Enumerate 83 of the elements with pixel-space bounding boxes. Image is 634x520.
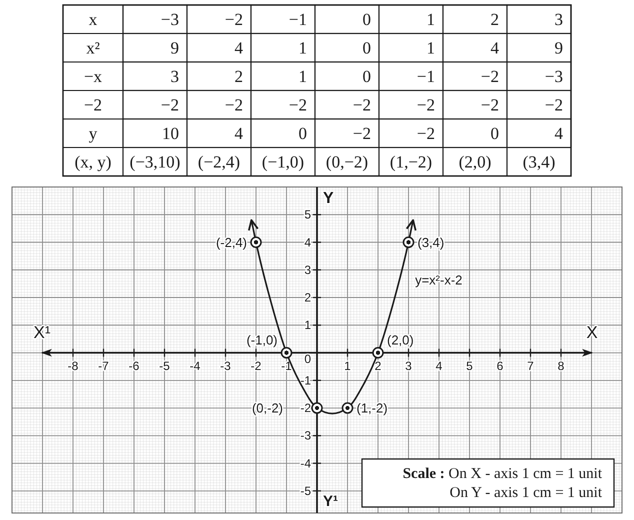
data-label: −1 bbox=[416, 66, 435, 86]
data-label: 4 bbox=[490, 38, 500, 58]
data-label: 3 bbox=[170, 66, 179, 86]
annotation: X¹ bbox=[34, 322, 51, 342]
annotation: (2,0) bbox=[387, 332, 414, 348]
data-label: −2 bbox=[160, 95, 179, 114]
annotation: (-1,0) bbox=[246, 332, 278, 348]
x-tick-label: (3,4) bbox=[522, 152, 556, 172]
data-label: −2 bbox=[224, 95, 243, 114]
data-label: 4 bbox=[234, 38, 244, 58]
data-label: 2 bbox=[490, 10, 499, 29]
x-tick-label: (2,0) bbox=[458, 152, 492, 172]
x-tick-label: (−3,10) bbox=[130, 152, 180, 172]
y-tick-label: -4 bbox=[300, 456, 312, 470]
x-tick-label: 8 bbox=[558, 358, 565, 373]
x-tick-label: -4 bbox=[190, 358, 201, 373]
y-tick-label: −x bbox=[84, 66, 103, 86]
data-label: −2 bbox=[352, 124, 371, 143]
data-label: −2 bbox=[544, 95, 563, 114]
data-label: 10 bbox=[162, 124, 179, 143]
data-label: −2 bbox=[416, 124, 435, 143]
x-tick-label: -8 bbox=[68, 358, 79, 373]
data-label: 1 bbox=[426, 10, 435, 29]
y-axis-title: Y bbox=[323, 190, 334, 207]
x-tick-label: (0,−2) bbox=[326, 152, 368, 172]
x-tick-label: 2 bbox=[374, 358, 382, 373]
x-tick-label: (−1,0) bbox=[262, 152, 304, 172]
annotation: (0,-2) bbox=[252, 400, 283, 416]
y-tick-label: -3 bbox=[300, 428, 312, 443]
data-label: −3 bbox=[544, 66, 563, 86]
series-label: y=x²-x-2 bbox=[415, 272, 462, 288]
y-tick-label: -5 bbox=[300, 484, 312, 498]
data-label: −3 bbox=[160, 10, 179, 29]
y-tick-label: 1 bbox=[304, 318, 312, 332]
x-tick-label: -6 bbox=[128, 358, 140, 373]
y-tick-label: 3 bbox=[304, 262, 312, 277]
y-tick-label: x² bbox=[86, 38, 100, 58]
y-tick-label: 2 bbox=[304, 290, 312, 305]
y-tick-label: x bbox=[88, 10, 98, 29]
y-tick-label: -1 bbox=[300, 373, 312, 388]
annotation: (3,4) bbox=[418, 234, 444, 250]
x-axis-title: (x, y) bbox=[74, 152, 112, 172]
data-label: 4 bbox=[554, 124, 564, 143]
data-label: −2 bbox=[480, 66, 499, 86]
y-tick-label: 0 bbox=[304, 352, 312, 366]
x-tick-label: -2 bbox=[250, 358, 262, 373]
x-tick-label: -7 bbox=[98, 358, 110, 373]
data-label: 0 bbox=[362, 66, 371, 86]
y-tick-label: −2 bbox=[84, 95, 102, 114]
data-label: 3 bbox=[554, 10, 563, 29]
annotation: Y¹ bbox=[323, 493, 338, 510]
y-tick-label: -2 bbox=[300, 401, 312, 416]
data-label: −2 bbox=[224, 10, 243, 29]
annotation: (-2,4) bbox=[216, 234, 247, 250]
data-label: −2 bbox=[416, 95, 435, 114]
y-tick-label: y bbox=[88, 124, 98, 143]
data-label: 0 bbox=[362, 10, 371, 29]
x-tick-label: 5 bbox=[466, 358, 474, 373]
data-label: −2 bbox=[480, 95, 499, 114]
x-tick-label: (1,−2) bbox=[390, 152, 432, 172]
x-tick-label: 3 bbox=[405, 358, 412, 373]
x-tick-label: -3 bbox=[220, 358, 232, 373]
data-label: 0 bbox=[490, 124, 499, 143]
y-tick-label: 5 bbox=[304, 208, 312, 222]
data-label: 0 bbox=[362, 38, 371, 58]
data-label: 4 bbox=[234, 124, 244, 143]
x-tick-label: -1 bbox=[281, 358, 292, 373]
x-tick-label: -5 bbox=[159, 358, 170, 373]
data-label: 1 bbox=[426, 38, 435, 58]
x-tick-label: 7 bbox=[527, 358, 534, 373]
data-label: 2 bbox=[234, 66, 243, 86]
x-tick-label: 1 bbox=[344, 358, 352, 373]
y-tick-label: 4 bbox=[304, 235, 312, 250]
data-label: −2 bbox=[352, 95, 371, 114]
x-axis-title: X bbox=[586, 322, 598, 342]
annotation: (1,-2) bbox=[356, 400, 388, 416]
data-label: 9 bbox=[170, 38, 179, 58]
annotation: Scale : On X - axis 1 cm = 1 unit On Y - axis 1 cm = 1 unit bbox=[402, 466, 603, 501]
x-tick-label: (−2,4) bbox=[198, 152, 240, 172]
data-label: −1 bbox=[288, 10, 307, 29]
data-label: 9 bbox=[554, 38, 563, 58]
x-tick-label: 4 bbox=[436, 358, 443, 373]
x-tick-label: 6 bbox=[496, 358, 504, 373]
